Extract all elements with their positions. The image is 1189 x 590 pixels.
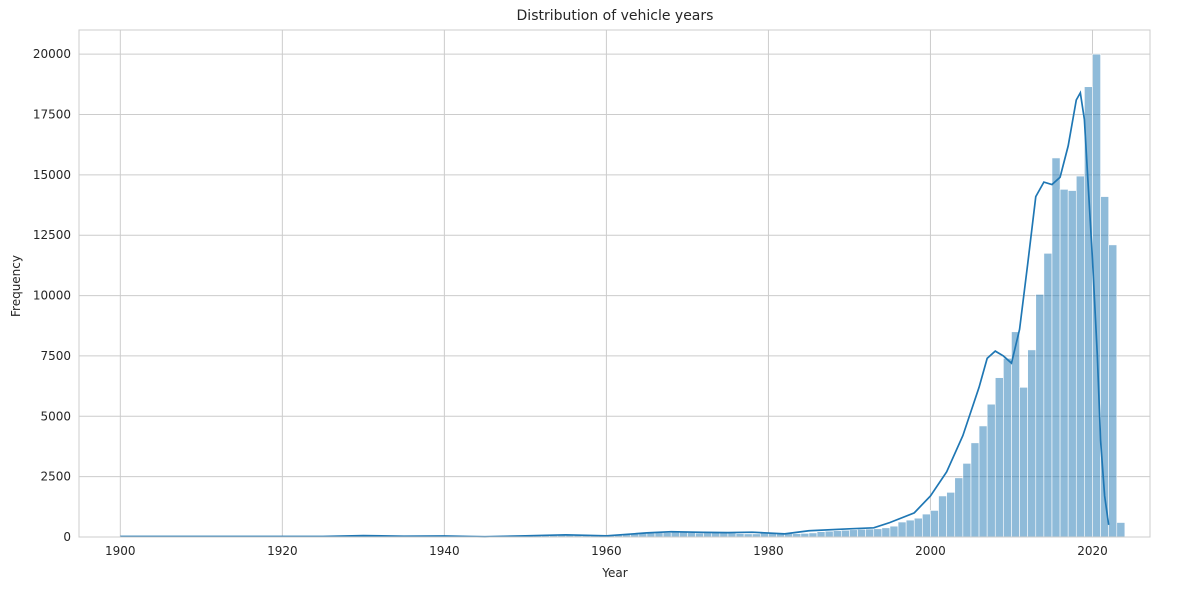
- histogram-bar: [1075, 175, 1085, 538]
- histogram-bar: [695, 532, 704, 538]
- x-tick-label: 1980: [753, 544, 784, 558]
- y-tick-label: 12500: [33, 228, 71, 242]
- histogram-bar: [1116, 522, 1126, 538]
- x-tick-label: 2020: [1077, 544, 1108, 558]
- histogram-bar: [954, 477, 964, 538]
- histogram-bar: [970, 442, 980, 538]
- histogram-bar: [897, 521, 907, 538]
- histogram-bar: [792, 533, 802, 538]
- y-tick-label: 5000: [40, 409, 71, 423]
- histogram-bar: [946, 492, 956, 538]
- histogram-bar: [816, 531, 826, 538]
- histogram-bar: [662, 532, 672, 538]
- histogram-bar: [938, 495, 947, 538]
- histogram-bar: [865, 528, 875, 538]
- histogram-bar: [654, 532, 664, 538]
- y-grid: [79, 53, 1150, 538]
- y-tick-label: 20000: [33, 47, 71, 61]
- histogram-bar: [808, 532, 818, 538]
- x-axis-label: Year: [601, 566, 627, 580]
- histogram-bar: [905, 519, 915, 538]
- histogram-bars: [120, 53, 1134, 538]
- histogram-bar: [735, 533, 745, 538]
- histogram-bar: [1035, 294, 1045, 538]
- x-tick-label: 1920: [267, 544, 298, 558]
- x-tick-label: 1900: [105, 544, 136, 558]
- histogram-bar: [930, 510, 939, 538]
- histogram-bar: [889, 525, 899, 538]
- histogram-bar: [857, 528, 866, 538]
- x-tick-label: 1960: [591, 544, 622, 558]
- y-tick-label: 0: [63, 530, 71, 544]
- y-tick-label: 2500: [40, 470, 71, 484]
- histogram-bar: [841, 529, 850, 538]
- histogram-bar: [1011, 331, 1020, 538]
- histogram-bar: [1059, 189, 1069, 538]
- histogram-bar: [1043, 253, 1053, 538]
- histogram-bar: [1003, 358, 1012, 538]
- histogram-bar: [679, 531, 688, 538]
- y-tick-label: 10000: [33, 289, 71, 303]
- histogram-bar: [832, 530, 842, 538]
- histogram-bar: [1067, 190, 1077, 538]
- histogram-bar: [986, 403, 996, 538]
- histogram-bar: [727, 532, 737, 538]
- x-tick-labels: 1900 1920 1940 1960 1980 2000 2020: [105, 544, 1108, 558]
- histogram-bar: [962, 463, 972, 538]
- histogram-bar: [1051, 157, 1061, 538]
- x-grid: [119, 30, 1093, 537]
- chart-title: Distribution of vehicle years: [517, 8, 714, 24]
- y-tick-label: 7500: [40, 349, 71, 363]
- histogram-bar: [873, 528, 883, 538]
- x-tick-label: 2000: [915, 544, 946, 558]
- histogram-bar: [994, 377, 1004, 538]
- kde-curve: [120, 90, 1110, 538]
- histogram-bar: [670, 531, 680, 538]
- histogram-bar: [1019, 387, 1028, 538]
- histogram-bar: [1108, 244, 1118, 538]
- histogram-bar: [922, 513, 931, 538]
- histogram-bar: [687, 532, 696, 538]
- plot-frame: [78, 29, 1151, 538]
- y-tick-label: 17500: [33, 108, 71, 122]
- y-tick-labels: 0 2500 5000 7500 10000 12500 15000 17500 20000: [33, 47, 71, 544]
- histogram-bar: [1027, 349, 1037, 538]
- histogram-bar: [849, 529, 858, 538]
- y-tick-label: 15000: [33, 168, 71, 182]
- histogram-bar: [824, 530, 834, 538]
- y-axis-label: Frequency: [9, 255, 23, 317]
- histogram-bar: [881, 527, 891, 538]
- histogram-bar: [800, 533, 810, 538]
- x-tick-label: 1940: [429, 544, 460, 558]
- histogram-bar: [978, 425, 988, 538]
- histogram-bar: [913, 517, 923, 538]
- histogram-bar: [703, 532, 713, 538]
